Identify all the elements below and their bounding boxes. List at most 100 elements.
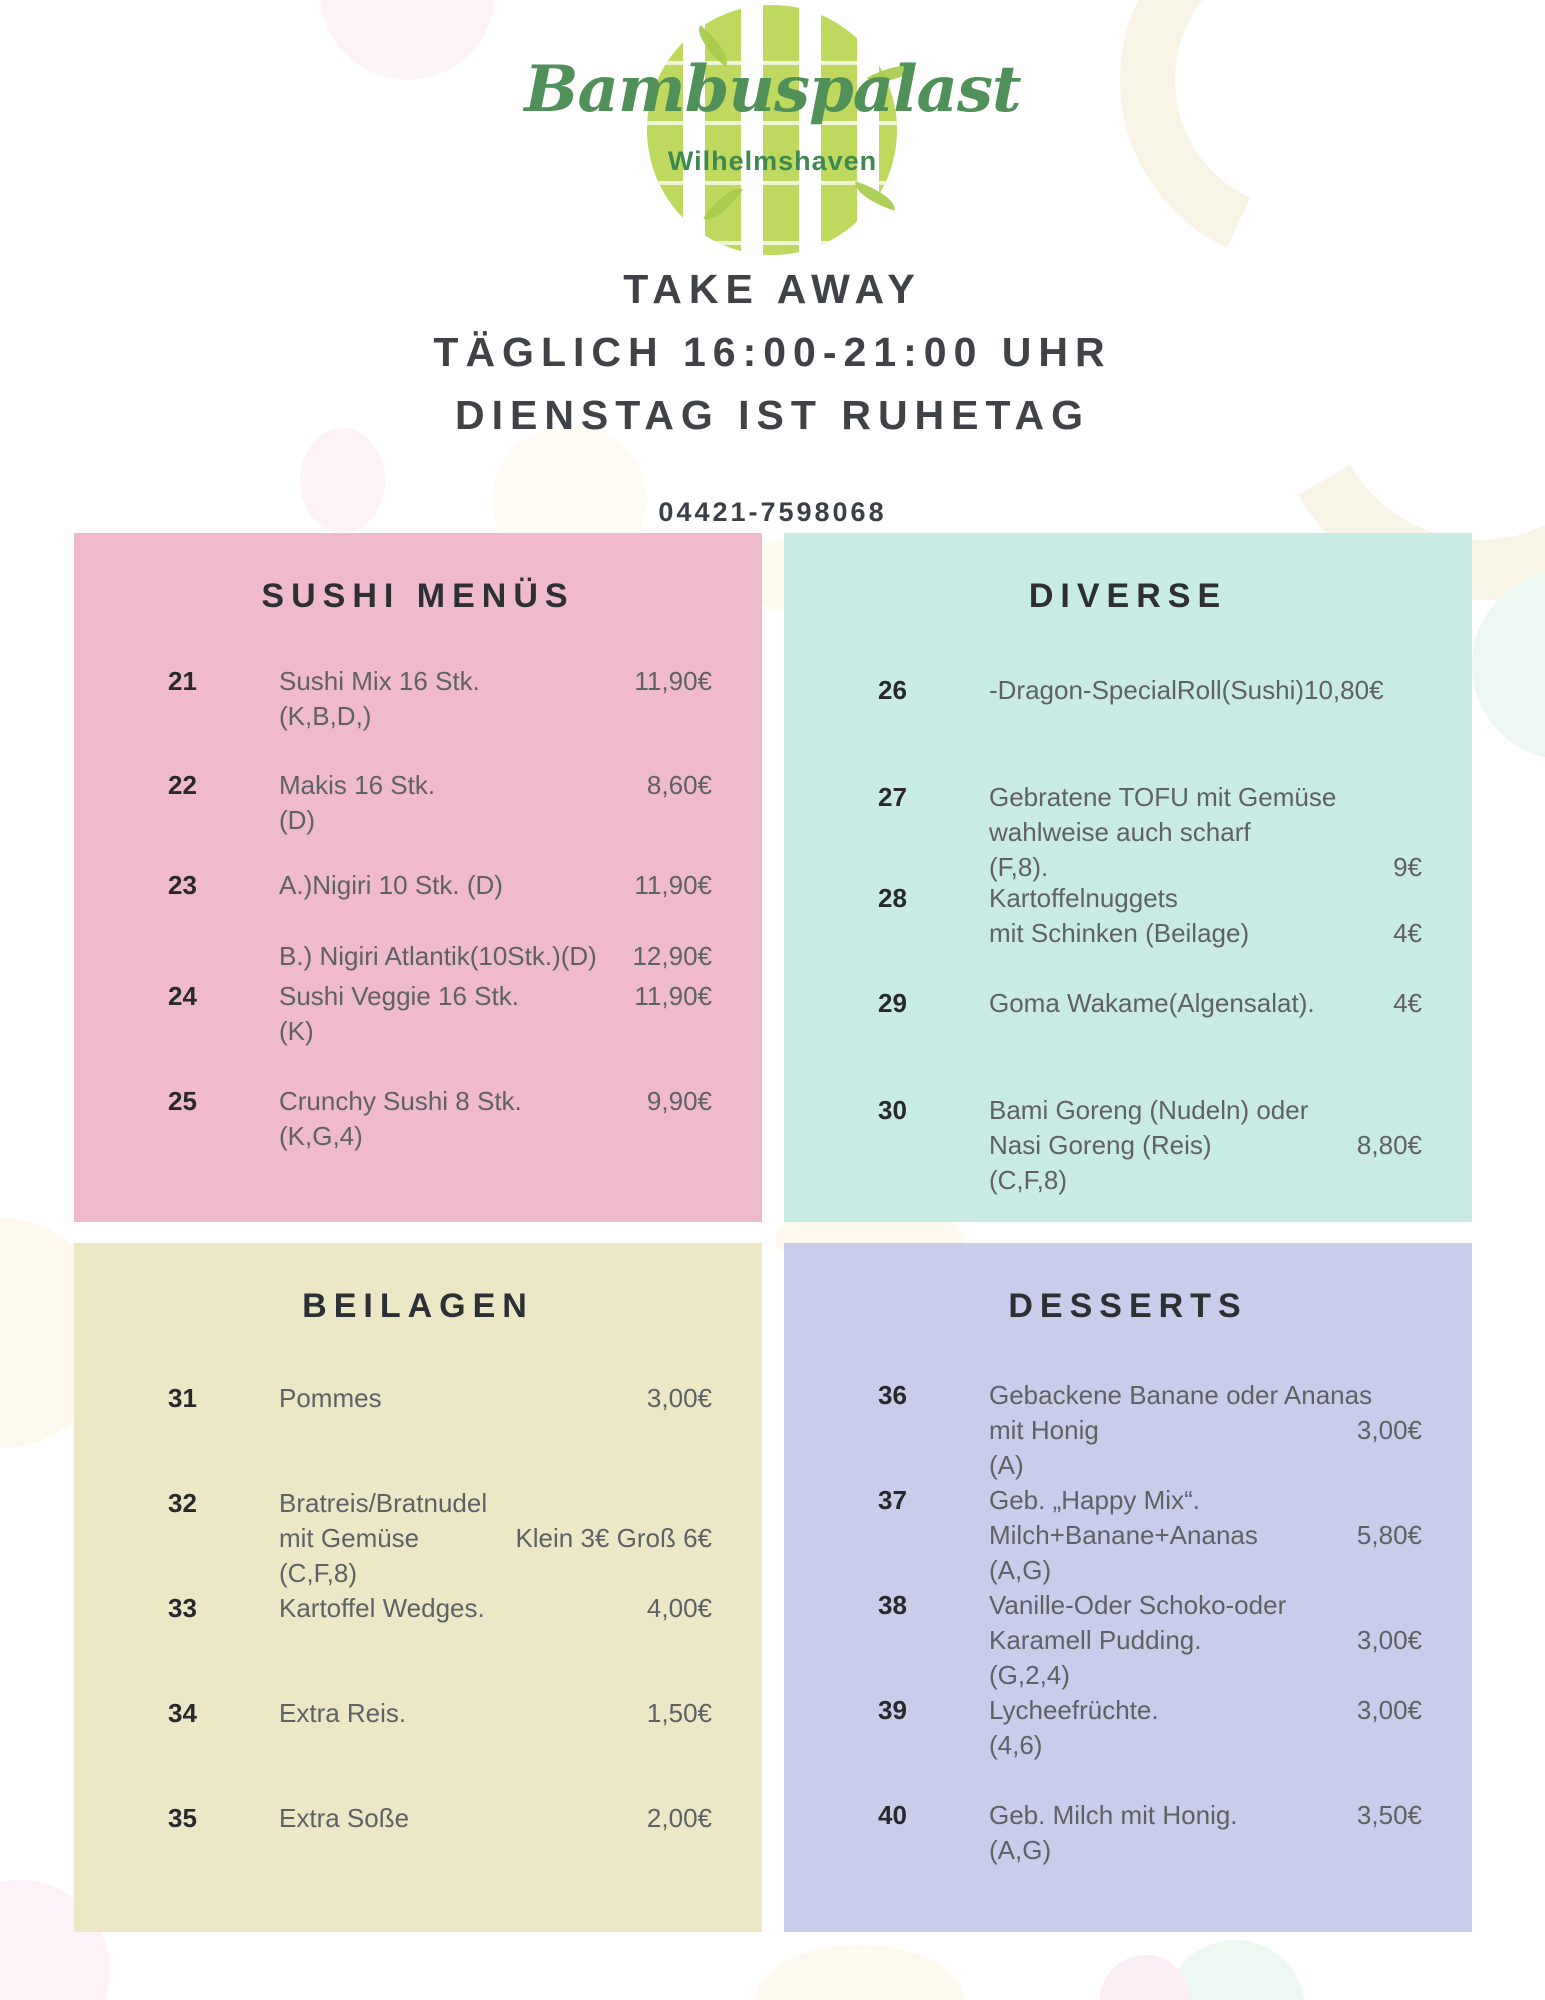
item-price: 3,00€ [1356, 1415, 1422, 1445]
item-price: 11,90€ [634, 981, 712, 1011]
menu-row: 35 Extra Soße 2,00€ [168, 1801, 712, 1836]
item-number: 25 [168, 1086, 197, 1116]
item-number: 24 [168, 981, 197, 1011]
item-allergens: (G,2,4) [989, 1660, 1070, 1690]
menu-row: 22 Makis 16 Stk. 8,60€ [168, 768, 712, 803]
menu-row: 31 Pommes 3,00€ [168, 1381, 712, 1416]
menu-row: 27 Gebratene TOFU mit Gemüse [878, 780, 1422, 815]
menu-row: (A,G) [989, 1553, 1422, 1588]
header-closed-day: DIENSTAG IST RUHETAG [454, 392, 1091, 438]
menu-row: 40 Geb. Milch mit Honig. 3,50€ [878, 1798, 1422, 1833]
menu-row: 32 Bratreis/Bratnudel [168, 1486, 712, 1521]
decorative-blob [755, 1945, 965, 2000]
item-price: 4€ [1393, 918, 1422, 948]
menu-row: (D) [279, 803, 712, 838]
item-number: 30 [878, 1095, 907, 1125]
section-title: SUSHI MENÜS [261, 577, 575, 615]
item-text: -Dragon-SpecialRoll(Sushi)10,80€ [989, 675, 1384, 705]
item-price: Klein 3€ Groß 6€ [515, 1523, 712, 1553]
item-text: Lycheefrüchte. [989, 1695, 1159, 1725]
item-number: 36 [878, 1380, 907, 1410]
menu-row: 37 Geb. „Happy Mix“. [878, 1483, 1422, 1518]
item-price: 2,00€ [646, 1803, 712, 1833]
item-allergens: (D) [279, 805, 316, 835]
menu-row: B.) Nigiri Atlantik(10Stk.)(D) 12,90€ [279, 939, 712, 974]
item-price: 1,50€ [646, 1698, 712, 1728]
item-text: A.)Nigiri 10 Stk. (D) [279, 870, 503, 900]
menu-row: 33 Kartoffel Wedges. 4,00€ [168, 1591, 712, 1626]
section-sushi-menus: SUSHI MENÜS 21 Sushi Mix 16 Stk. 11,90€ (K… [74, 533, 762, 1222]
item-price: 4,00€ [646, 1593, 712, 1623]
menu-row: mit Gemüse Klein 3€ Groß 6€ [279, 1521, 712, 1556]
item-text: Kartoffel Wedges. [279, 1593, 485, 1623]
item-text: Geb. „Happy Mix“. [989, 1485, 1200, 1515]
item-text: Vanille-Oder Schoko-oder [989, 1590, 1287, 1620]
menu-row: (G,2,4) [989, 1658, 1422, 1693]
item-number: 35 [168, 1803, 197, 1833]
item-number: 37 [878, 1485, 907, 1515]
section-title: BEILAGEN [302, 1287, 534, 1325]
item-text: Sushi Mix 16 Stk. [279, 666, 480, 696]
item-allergens: (F,8). [989, 852, 1049, 882]
section-desserts: DESSERTS 36 Gebackene Banane oder Ananas … [784, 1243, 1472, 1932]
decorative-blob [300, 428, 385, 533]
menu-row: 39 Lycheefrüchte. 3,00€ [878, 1693, 1422, 1728]
header-take-away: TAKE AWAY [623, 266, 922, 312]
header-opening-hours: TÄGLICH 16:00-21:00 UHR [433, 329, 1112, 375]
menu-row: (K,G,4) [279, 1119, 712, 1154]
item-allergens: (K) [279, 1016, 314, 1046]
menu-row: (F,8). 9€ [989, 850, 1422, 885]
item-allergens: (A,G) [989, 1555, 1052, 1585]
menu-row: (C,F,8) [989, 1163, 1422, 1198]
item-text: Gebackene Banane oder Ananas [989, 1380, 1373, 1410]
item-price: 8,60€ [646, 770, 712, 800]
phone-number: 04421-7598068 [658, 497, 887, 527]
item-price: 5,80€ [1356, 1520, 1422, 1550]
menu-row: Nasi Goreng (Reis) 8,80€ [989, 1128, 1422, 1163]
menu-row: (C,F,8) [279, 1556, 712, 1591]
logo-name: Bambuspalast [524, 52, 1021, 127]
section-diverse: DIVERSE 26 -Dragon-SpecialRoll(Sushi)10,8… [784, 533, 1472, 1222]
item-number: 26 [878, 675, 907, 705]
item-price: 12,90€ [632, 941, 712, 971]
item-text: Makis 16 Stk. [279, 770, 436, 800]
item-price: 9,90€ [646, 1086, 712, 1116]
item-price: 11,90€ [634, 666, 712, 696]
menu-row: 30 Bami Goreng (Nudeln) oder [878, 1093, 1422, 1128]
item-text: Pommes [279, 1383, 382, 1413]
item-allergens: (K,G,4) [279, 1121, 363, 1151]
item-number: 39 [878, 1695, 907, 1725]
item-number: 34 [168, 1698, 197, 1728]
item-text: Bami Goreng (Nudeln) oder [989, 1095, 1309, 1125]
item-text: Goma Wakame(Algensalat). [989, 988, 1315, 1018]
menu-row: (K) [279, 1014, 712, 1049]
section-title: DESSERTS [1008, 1287, 1248, 1325]
menu-row: 28 Kartoffelnuggets [878, 881, 1422, 916]
item-price: 9€ [1393, 852, 1422, 882]
menu-row: 21 Sushi Mix 16 Stk. 11,90€ [168, 664, 712, 699]
item-text: mit Gemüse [279, 1523, 420, 1553]
item-text: mit Honig [989, 1415, 1099, 1445]
item-text: Geb. Milch mit Honig. [989, 1800, 1238, 1830]
item-number: 27 [878, 782, 907, 812]
menu-row: Milch+Banane+Ananas 5,80€ [989, 1518, 1422, 1553]
menu-row: 29 Goma Wakame(Algensalat). 4€ [878, 986, 1422, 1021]
item-allergens: (C,F,8) [989, 1165, 1067, 1195]
item-text: wahlweise auch scharf [989, 817, 1251, 847]
item-price: 11,90€ [634, 870, 712, 900]
item-price: 3,50€ [1356, 1800, 1422, 1830]
item-number: 21 [168, 666, 197, 696]
item-number: 31 [168, 1383, 197, 1413]
item-number: 28 [878, 883, 907, 913]
item-allergens: (A) [989, 1450, 1024, 1480]
menu-row: 25 Crunchy Sushi 8 Stk. 9,90€ [168, 1084, 712, 1119]
item-text: Kartoffelnuggets [989, 883, 1178, 913]
item-text: mit Schinken (Beilage) [989, 918, 1250, 948]
item-text: Sushi Veggie 16 Stk. [279, 981, 519, 1011]
item-number: 32 [168, 1488, 197, 1518]
menu-row: (A) [989, 1448, 1422, 1483]
menu-row: mit Schinken (Beilage) 4€ [989, 916, 1422, 951]
item-allergens: (4,6) [989, 1730, 1043, 1760]
logo-bamboo-circle [647, 5, 897, 255]
